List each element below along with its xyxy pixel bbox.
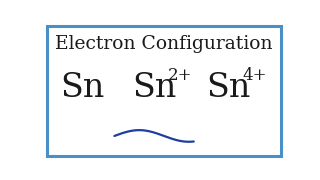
Text: 2+: 2+ xyxy=(168,67,192,84)
Text: Electron Configuration: Electron Configuration xyxy=(55,35,273,53)
Text: Sn: Sn xyxy=(132,72,176,104)
Text: Sn: Sn xyxy=(60,72,104,104)
Text: 4+: 4+ xyxy=(242,67,267,84)
Text: Sn: Sn xyxy=(206,72,251,104)
